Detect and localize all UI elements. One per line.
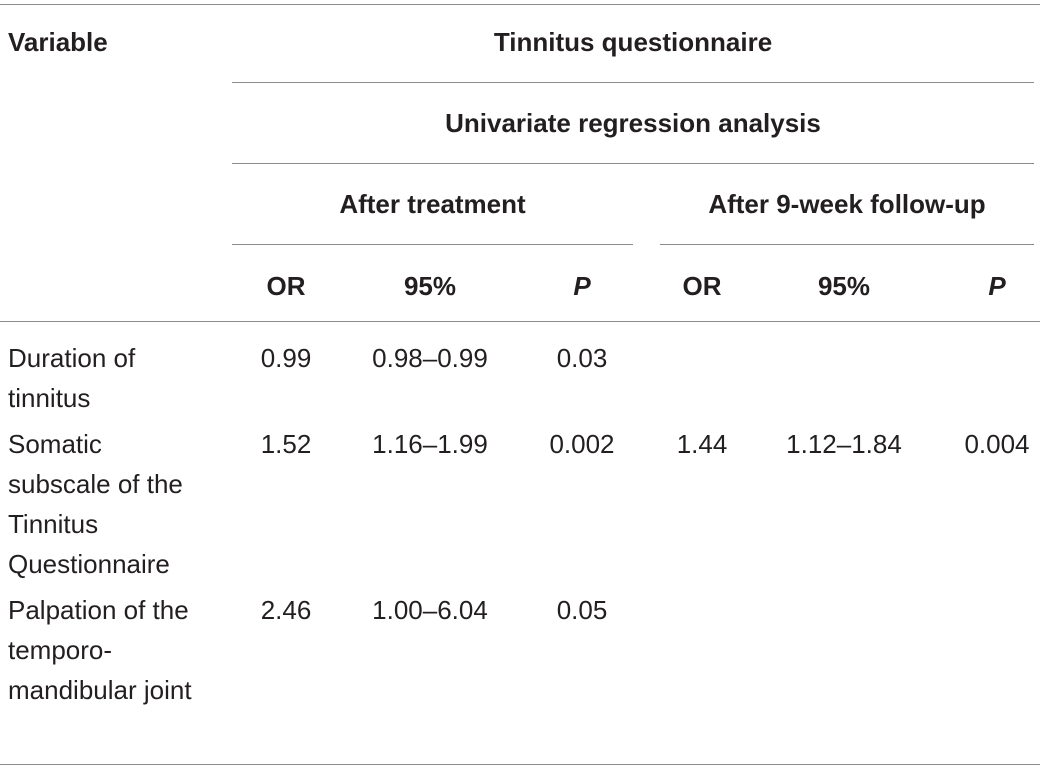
row-ci-1: 0.98–0.99: [372, 343, 488, 373]
row-ci-1: 1.00–6.04: [372, 595, 488, 625]
row-or-1: 0.99: [260, 343, 312, 373]
row-or-1: 1.52: [260, 429, 312, 459]
row-p-1: 0.05: [556, 595, 608, 625]
row-p-1: 0.002: [549, 429, 615, 459]
row-ci-1: 1.16–1.99: [372, 429, 488, 459]
after-treatment-underline: [232, 244, 633, 245]
after-followup-underline: [660, 244, 1034, 245]
header-p-1: P: [573, 271, 591, 301]
row-or-2: 1.44: [676, 429, 728, 459]
header-ci-2: 95%: [817, 271, 871, 301]
row-variable: Duration of tinnitus: [8, 343, 136, 413]
row-p-1: 0.03: [556, 343, 608, 373]
header-bottom-rule: [0, 321, 1040, 322]
table-bottom-rule: [0, 764, 1040, 765]
questionnaire-underline: [232, 82, 1034, 83]
row-variable: Palpation of the temporo-mandibular join…: [8, 595, 192, 705]
header-p-2: P: [988, 271, 1006, 301]
header-variable: Variable: [8, 27, 108, 57]
row-or-1: 2.46: [260, 595, 312, 625]
table-top-rule: [0, 4, 1040, 5]
row-p-2: 0.004: [964, 429, 1030, 459]
row-ci-2: 1.12–1.84: [786, 429, 902, 459]
header-or-2: OR: [682, 271, 722, 301]
header-after-treatment: After treatment: [339, 189, 526, 219]
row-variable: Somatic subscale of the Tinnitus Questio…: [8, 429, 183, 579]
header-questionnaire: Tinnitus questionnaire: [493, 27, 773, 57]
header-after-followup: After 9-week follow-up: [708, 189, 986, 219]
header-ci-1: 95%: [403, 271, 457, 301]
analysis-underline: [232, 163, 1034, 164]
header-or-1: OR: [266, 271, 306, 301]
header-analysis: Univariate regression analysis: [445, 108, 821, 138]
